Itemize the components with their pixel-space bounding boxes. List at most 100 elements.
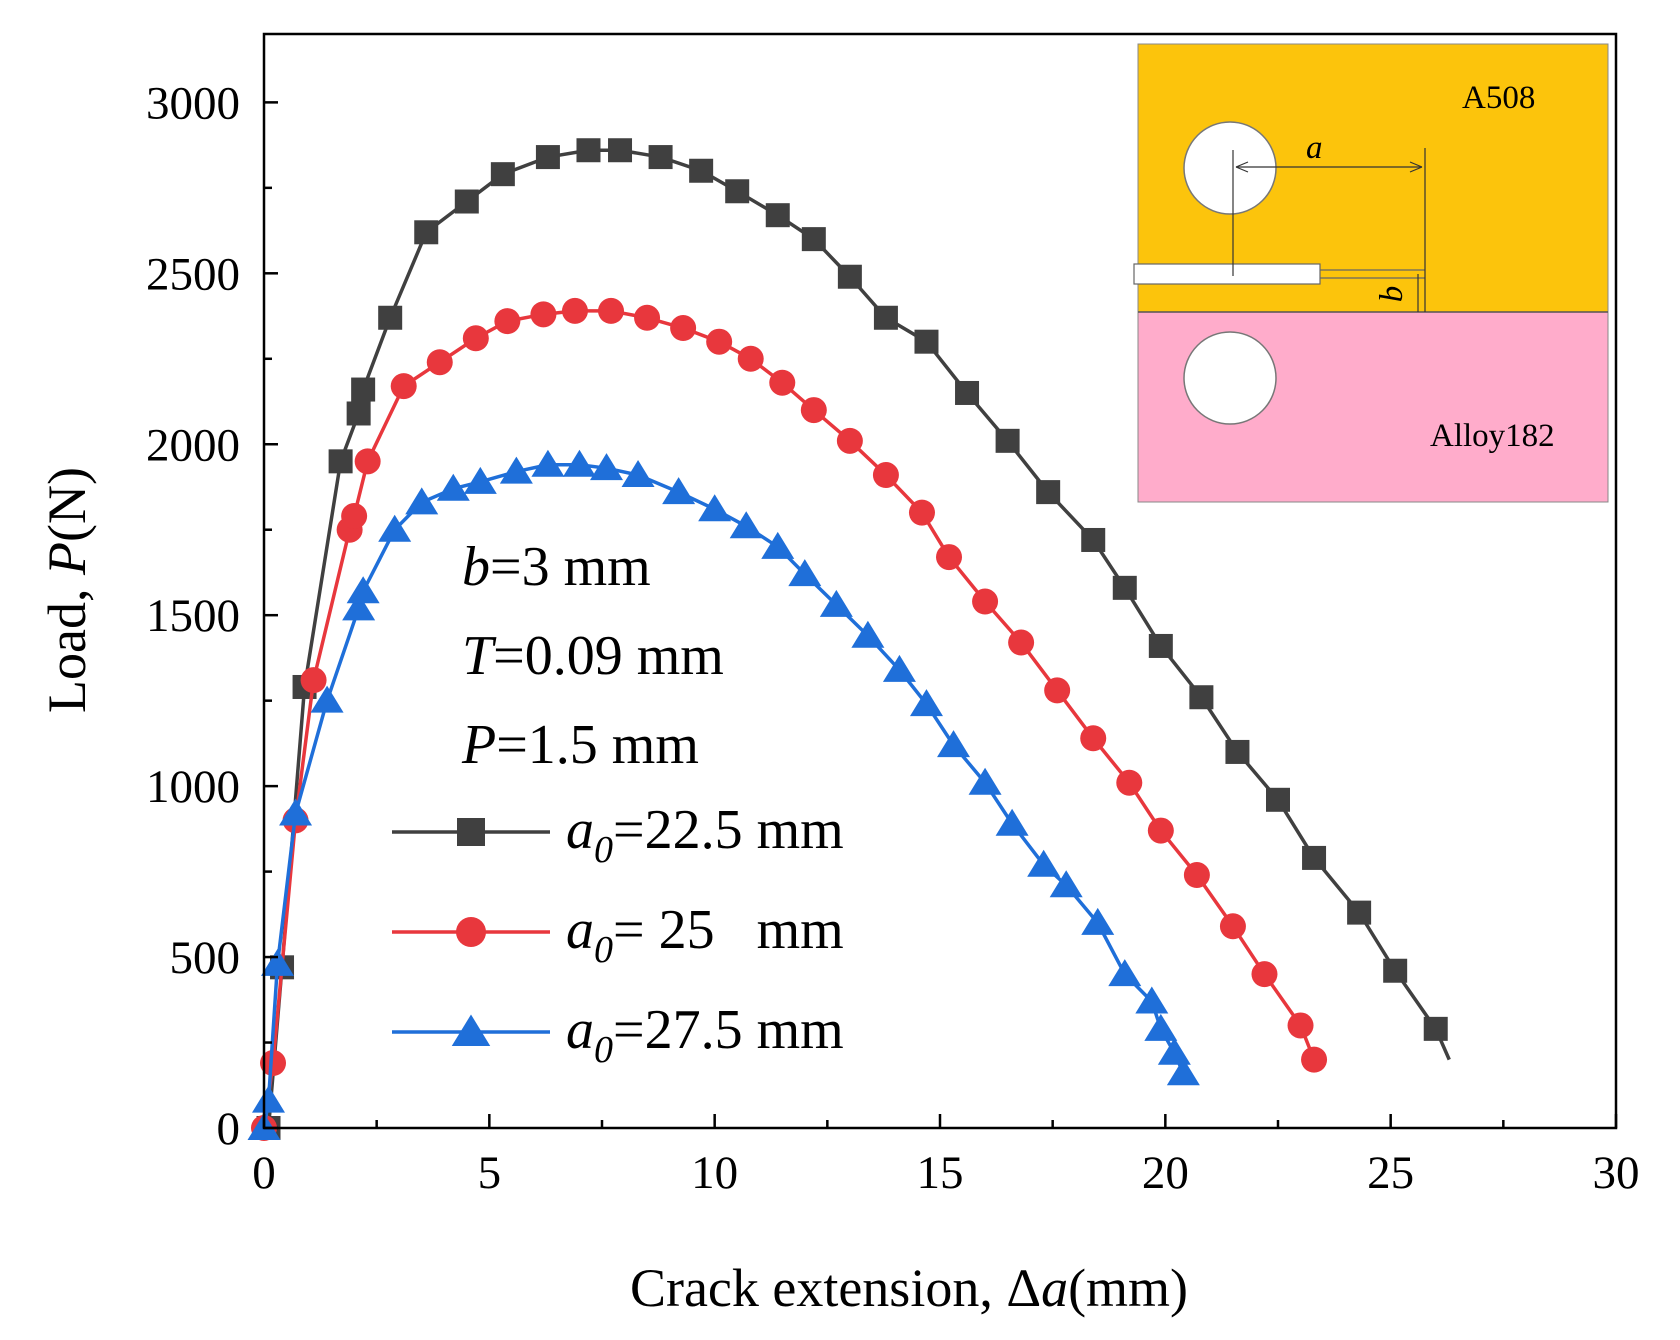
data-point-circle [1147, 817, 1174, 844]
specimen-inset: a b A508 Alloy182 [1133, 43, 1609, 503]
y-tick-label: 2500 [146, 248, 240, 300]
inset-upper-pin-hole [1183, 121, 1277, 215]
y-tick-label: 2000 [146, 419, 240, 471]
data-point-square [995, 428, 1020, 453]
data-point-triangle [342, 593, 376, 621]
data-point-circle [1287, 1012, 1314, 1039]
data-point-triangle [662, 477, 696, 505]
data-point-circle [872, 462, 899, 489]
y-tick-label: 0 [217, 1103, 241, 1155]
data-point-square [346, 401, 371, 426]
data-point-circle [260, 1050, 287, 1077]
data-point-triangle [819, 589, 853, 617]
data-point-circle [769, 369, 796, 396]
x-tick-label: 20 [1142, 1147, 1189, 1199]
data-point-circle [456, 917, 486, 947]
x-tick-label: 0 [252, 1147, 276, 1199]
data-point-triangle [463, 466, 497, 494]
parameter-annotations: b=3 mm T=0.09 mm P=1.5 mm [461, 536, 724, 776]
data-point-circle [341, 503, 368, 530]
data-point-circle [530, 301, 557, 328]
data-point-triangle [968, 767, 1002, 795]
data-point-circle [706, 328, 733, 355]
data-point-triangle [451, 1014, 491, 1046]
data-point-triangle [788, 559, 822, 587]
data-point-square [1302, 845, 1327, 870]
data-point-circle [936, 544, 963, 571]
data-point-triangle [252, 1085, 286, 1113]
data-point-triangle [590, 453, 624, 481]
data-point-circle [972, 588, 999, 615]
inset-a508-label: A508 [1462, 80, 1535, 116]
data-point-triangle [261, 948, 295, 976]
y-tick-label: 1000 [146, 761, 240, 813]
data-point-triangle [909, 689, 943, 717]
data-point-triangle [937, 730, 971, 758]
param-b: b=3 mm [462, 536, 651, 598]
data-point-square [1036, 480, 1061, 505]
series-circle [251, 297, 1328, 1141]
data-point-square [648, 145, 673, 170]
data-point-square [1347, 900, 1372, 925]
data-point-square [608, 138, 633, 163]
legend: a0=22.5 mm a0= 25 mm a0=27.5 mm [392, 799, 844, 1071]
data-point-circle [1044, 677, 1071, 704]
data-point-triangle [310, 685, 344, 713]
data-point-circle [494, 308, 521, 335]
data-point-circle [1080, 725, 1107, 752]
data-point-circle [800, 397, 827, 424]
data-point-square [378, 305, 403, 330]
data-point-square [1266, 787, 1290, 812]
data-point-square [1112, 575, 1137, 600]
x-tick-label: 30 [1593, 1147, 1640, 1199]
data-point-square [689, 158, 714, 183]
data-point-circle [1251, 961, 1278, 988]
axis-ticks [262, 101, 1618, 1130]
x-tick-label: 25 [1367, 1147, 1414, 1199]
data-point-triangle [698, 494, 732, 522]
data-point-square [914, 329, 939, 354]
data-point-square [576, 138, 601, 163]
data-point-triangle [1166, 1058, 1200, 1086]
inset-dim-a-arrowhead-left [1235, 161, 1249, 173]
data-point-square [1383, 958, 1408, 983]
data-point-triangle [1108, 959, 1142, 987]
inset-dim-a-arrowhead-right [1409, 161, 1423, 173]
data-point-square [801, 227, 826, 252]
inset-dim-b-label: b [1374, 286, 1410, 303]
data-point-circle [1301, 1046, 1328, 1073]
data-point-triangle [1081, 907, 1115, 935]
param-p: P=1.5 mm [461, 714, 699, 776]
data-point-triangle [761, 531, 795, 559]
data-point-square [351, 377, 376, 402]
data-point-circle [300, 667, 327, 694]
y-tick-label: 3000 [146, 77, 240, 129]
data-point-square [873, 305, 898, 330]
data-point-square [457, 818, 485, 846]
legend-label-a0-25: a0= 25 mm [566, 899, 844, 971]
data-point-circle [1116, 769, 1143, 796]
inset-notch [1133, 263, 1321, 285]
data-point-triangle [562, 449, 596, 477]
data-point-circle [561, 297, 588, 324]
data-point-circle [670, 315, 697, 342]
data-point-circle [390, 373, 417, 400]
chart-series-layer [247, 138, 1451, 1141]
data-point-triangle [621, 460, 655, 488]
data-point-square [454, 189, 479, 214]
data-point-triangle [851, 620, 885, 648]
legend-swatches [392, 818, 550, 1046]
data-point-circle [598, 297, 625, 324]
data-point-square [1225, 739, 1250, 764]
data-point-square [535, 145, 560, 170]
data-point-triangle [1027, 849, 1061, 877]
data-point-circle [426, 349, 453, 376]
data-point-square [725, 179, 750, 204]
data-point-circle [1008, 629, 1035, 656]
y-axis-title: Load, P(N) [37, 467, 97, 713]
y-tick-label: 1500 [146, 590, 240, 642]
data-point-square [1189, 685, 1214, 710]
inset-dim-a-label: a [1306, 130, 1323, 166]
inset-lower-pin-hole [1183, 331, 1277, 425]
data-point-triangle [405, 487, 439, 515]
